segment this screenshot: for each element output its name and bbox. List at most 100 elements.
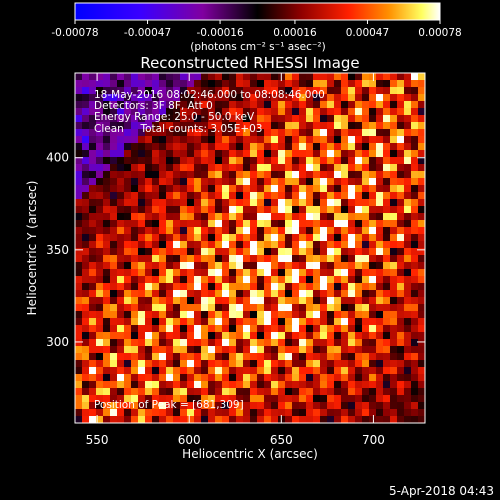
heatmap-cell	[96, 339, 104, 347]
heatmap-cell	[187, 409, 195, 417]
heatmap-cell	[278, 374, 286, 382]
heatmap-cell	[215, 311, 223, 319]
heatmap-cell	[215, 353, 223, 361]
heatmap-cell	[75, 381, 83, 389]
heatmap-cell	[124, 73, 132, 81]
heatmap-cell	[145, 325, 153, 333]
heatmap-cell	[355, 129, 363, 137]
heatmap-cell	[362, 157, 370, 165]
heatmap-cell	[117, 234, 125, 242]
heatmap-cell	[124, 248, 132, 256]
heatmap-cell	[313, 220, 321, 228]
heatmap-cell	[418, 255, 426, 263]
heatmap-cell	[103, 241, 111, 249]
heatmap-cell	[404, 339, 412, 347]
heatmap-cell	[152, 73, 160, 81]
heatmap-cell	[75, 290, 83, 298]
heatmap-cell	[180, 381, 188, 389]
heatmap-cell	[124, 122, 132, 130]
heatmap-cell	[397, 297, 405, 305]
heatmap-cell	[82, 248, 90, 256]
heatmap-cell	[173, 346, 181, 354]
heatmap-cell	[103, 269, 111, 277]
heatmap-cell	[369, 164, 377, 172]
heatmap-cell	[383, 339, 391, 347]
heatmap-cell	[145, 94, 153, 102]
heatmap-cell	[194, 367, 202, 375]
heatmap-cell	[341, 101, 349, 109]
heatmap-cell	[327, 80, 335, 88]
heatmap-cell	[327, 388, 335, 396]
heatmap-cell	[103, 262, 111, 270]
heatmap-cell	[117, 402, 125, 410]
heatmap-cell	[271, 206, 279, 214]
heatmap-cell	[285, 374, 293, 382]
heatmap-cell	[278, 297, 286, 305]
heatmap-cell	[243, 367, 251, 375]
heatmap-cell	[348, 332, 356, 340]
heatmap-cell	[306, 213, 314, 221]
heatmap-cell	[404, 276, 412, 284]
heatmap-cell	[82, 395, 90, 403]
heatmap-cell	[369, 276, 377, 284]
heatmap-cell	[173, 381, 181, 389]
heatmap-cell	[369, 283, 377, 291]
heatmap-cell	[278, 136, 286, 144]
heatmap-cell	[110, 318, 118, 326]
heatmap-cell	[334, 73, 342, 81]
heatmap-cell	[278, 388, 286, 396]
heatmap-cell	[222, 325, 230, 333]
heatmap-cell	[208, 367, 216, 375]
heatmap-cell	[376, 150, 384, 158]
heatmap-cell	[138, 115, 146, 123]
heatmap-cell	[89, 178, 97, 186]
heatmap-cell	[299, 87, 307, 95]
heatmap-cell	[313, 339, 321, 347]
heatmap-cell	[320, 199, 328, 207]
heatmap-cell	[236, 136, 244, 144]
heatmap-cell	[250, 234, 258, 242]
heatmap-cell	[250, 241, 258, 249]
heatmap-cell	[376, 304, 384, 312]
heatmap-cell	[124, 304, 132, 312]
heatmap-cell	[82, 388, 90, 396]
heatmap-cell	[82, 353, 90, 361]
heatmap-cell	[306, 339, 314, 347]
heatmap-cell	[334, 311, 342, 319]
heatmap-cell	[82, 150, 90, 158]
heatmap-cell	[110, 248, 118, 256]
heatmap-cell	[348, 192, 356, 200]
heatmap-cell	[124, 143, 132, 151]
heatmap-cell	[299, 227, 307, 235]
heatmap-cell	[187, 192, 195, 200]
heatmap-cell	[159, 150, 167, 158]
heatmap-cell	[383, 206, 391, 214]
heatmap-cell	[334, 283, 342, 291]
heatmap-cell	[215, 255, 223, 263]
heatmap-cell	[138, 395, 146, 403]
heatmap-cell	[264, 213, 272, 221]
heatmap-cell	[236, 318, 244, 326]
heatmap-cell	[362, 143, 370, 151]
heatmap-cell	[187, 185, 195, 193]
heatmap-cell	[278, 227, 286, 235]
heatmap-cell	[341, 80, 349, 88]
heatmap-cell	[278, 178, 286, 186]
heatmap-cell	[166, 178, 174, 186]
heatmap-cell	[341, 136, 349, 144]
heatmap-cell	[341, 381, 349, 389]
heatmap-cell	[124, 227, 132, 235]
heatmap-cell	[320, 262, 328, 270]
heatmap-cell	[369, 178, 377, 186]
heatmap-cell	[334, 290, 342, 298]
heatmap-cell	[236, 332, 244, 340]
heatmap-cell	[201, 122, 209, 130]
heatmap-cell	[257, 353, 265, 361]
heatmap-cell	[418, 171, 426, 179]
heatmap-cell	[159, 262, 167, 270]
heatmap-cell	[341, 339, 349, 347]
heatmap-cell	[89, 332, 97, 340]
heatmap-cell	[404, 129, 412, 137]
heatmap-cell	[362, 248, 370, 256]
heatmap-cell	[173, 409, 181, 417]
